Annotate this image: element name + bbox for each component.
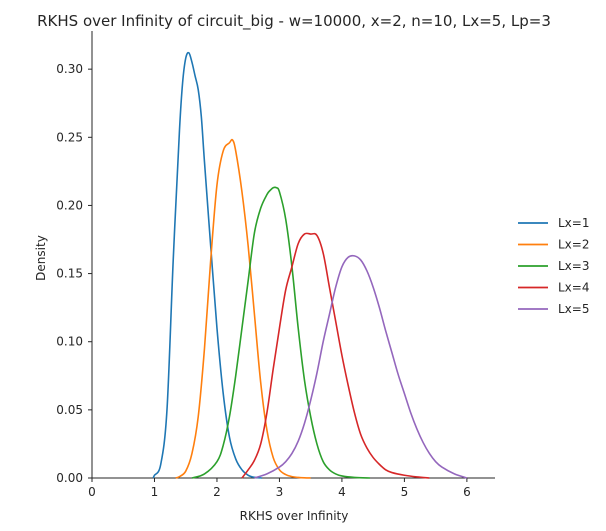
x-tick-label: 1: [151, 485, 159, 499]
legend-label: Lx=3: [558, 259, 589, 273]
x-tick-label: 3: [276, 485, 284, 499]
chart-title: RKHS over Infinity of circuit_big - w=10…: [37, 12, 551, 31]
x-tick-label: 4: [338, 485, 346, 499]
x-tick-label: 5: [401, 485, 409, 499]
plot-area: [152, 51, 468, 479]
y-tick-label: 0.00: [56, 471, 83, 485]
y-tick-label: 0.05: [56, 403, 83, 417]
legend: Lx=1 Lx=2 Lx=3 Lx=4 Lx=5: [518, 216, 589, 316]
axes: 0 1 2 3 4 5 6 0.00 0.05 0.10 0.15 0.20 0.25 0.30: [56, 31, 495, 499]
series-line-lx-1: [152, 51, 263, 479]
y-axis-label: Density: [34, 235, 48, 281]
x-tick-label: 6: [463, 485, 471, 499]
x-axis-label: RKHS over Infinity: [240, 509, 349, 523]
legend-label: Lx=2: [558, 238, 589, 252]
y-tick-label: 0.10: [56, 335, 83, 349]
legend-label: Lx=4: [558, 281, 589, 295]
x-tick-label: 0: [88, 485, 96, 499]
y-tick-label: 0.20: [56, 198, 83, 212]
x-tick-label: 2: [213, 485, 221, 499]
series-line-lx-5: [254, 254, 468, 479]
series-line-lx-4: [241, 232, 430, 479]
y-tick-label: 0.30: [56, 62, 83, 76]
series-line-lx-3: [191, 186, 371, 479]
y-tick-label: 0.15: [56, 267, 83, 281]
y-tick-label: 0.25: [56, 130, 83, 144]
series-line-lx-2: [175, 138, 311, 479]
legend-label: Lx=5: [558, 302, 589, 316]
legend-label: Lx=1: [558, 216, 589, 230]
